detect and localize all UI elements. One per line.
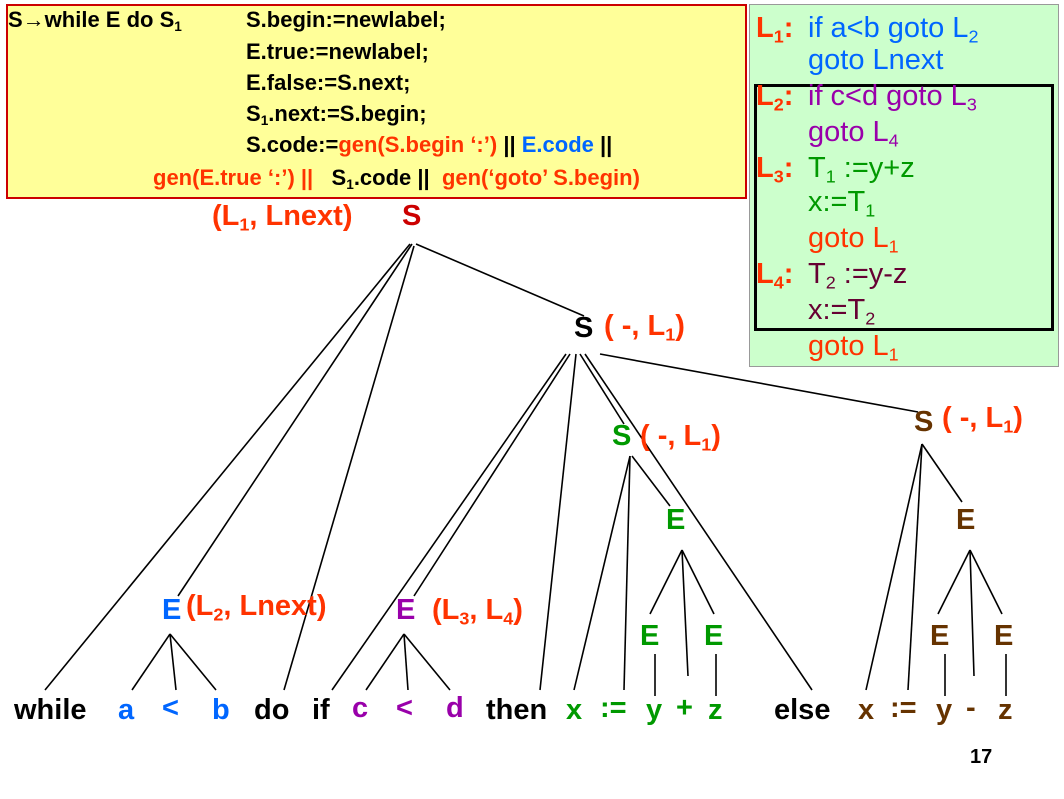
rule-head: S→while E do S1 — [8, 7, 182, 35]
edge — [584, 353, 813, 691]
token-a: a — [118, 694, 135, 726]
edge — [365, 633, 405, 691]
root-attributes: (L1, Lnext) — [212, 200, 353, 235]
code-label-L2: L2: — [756, 80, 794, 115]
edge — [415, 243, 585, 317]
edge — [169, 633, 217, 691]
token-assign: := — [890, 692, 917, 724]
token-b: b — [212, 694, 230, 726]
code-line-7: goto L1 — [808, 222, 899, 257]
node-s1-attributes: ( -, L1) — [604, 310, 685, 345]
edge — [177, 243, 413, 597]
edge — [937, 549, 971, 615]
code-line-5: T1 :=y+z — [808, 152, 915, 187]
node-s2-attributes: ( -, L1) — [640, 420, 721, 455]
rule-line-2: E.true:=newlabel; — [246, 39, 429, 64]
token-x: x — [858, 694, 875, 726]
node-e1-attributes: (L2, Lnext) — [186, 590, 327, 625]
node-e4: E — [956, 504, 976, 536]
edge — [169, 633, 177, 691]
code-label-L3: L3: — [756, 152, 794, 187]
code-line-8: T2 :=y-z — [808, 258, 908, 293]
token-lt: < — [396, 692, 413, 724]
edge — [865, 443, 923, 691]
root-node: S — [402, 200, 422, 232]
token-z: z — [998, 694, 1013, 726]
edge — [623, 455, 631, 691]
node-e3: E — [666, 504, 686, 536]
edge — [579, 353, 625, 425]
token-y: y — [936, 694, 953, 726]
rule-line-4: S1.next:=S.begin; — [246, 101, 427, 129]
edge — [44, 243, 411, 691]
edge — [331, 353, 567, 691]
code-line-6: x:=T1 — [808, 186, 876, 221]
node-e4-left: E — [930, 620, 950, 652]
node-e2-attributes: (L3, L4) — [432, 594, 523, 629]
code-label-L1: L1: — [756, 12, 794, 47]
edge — [907, 443, 923, 691]
node-e3-right: E — [704, 620, 724, 652]
edge — [283, 245, 415, 691]
code-label-L4: L4: — [756, 258, 794, 293]
edge — [403, 633, 451, 691]
code-line-3: if c<d goto L3 — [808, 80, 977, 115]
node-e1: E — [162, 594, 182, 626]
token-lt: < — [162, 692, 179, 724]
code-line-10: goto L1 — [808, 330, 899, 365]
node-e2: E — [396, 594, 416, 626]
token-then: then — [486, 694, 548, 726]
token-z: z — [708, 694, 723, 726]
code-line-2: goto Lnext — [808, 44, 944, 76]
node-e4-right: E — [994, 620, 1014, 652]
semantic-rule-box — [6, 4, 747, 199]
code-line-4: goto L4 — [808, 116, 899, 151]
edge — [681, 549, 689, 677]
code-line-1: if a<b goto L2 — [808, 12, 979, 47]
token-c: c — [352, 692, 369, 724]
token-minus: - — [966, 692, 976, 724]
page-number: 17 — [970, 746, 993, 768]
rule-line-1: S.begin:=newlabel; — [246, 7, 446, 32]
rule-line-6: gen(E.true ‘:’) || S1.code || gen(‘goto’… — [153, 165, 640, 193]
token-assign: := — [600, 692, 627, 724]
node-e3-left: E — [640, 620, 660, 652]
rule-line-3: E.false:=S.next; — [246, 70, 411, 95]
edge — [631, 455, 671, 507]
edge — [403, 633, 409, 691]
node-s3: S — [914, 406, 934, 438]
node-s3-attributes: ( -, L1) — [942, 402, 1023, 437]
token-else: else — [774, 694, 831, 726]
edge — [921, 443, 963, 503]
token-do: do — [254, 694, 290, 726]
edge — [573, 455, 631, 691]
edge — [649, 549, 683, 615]
token-while: while — [14, 694, 87, 726]
generated-code-box — [749, 4, 1059, 367]
edge — [413, 353, 571, 597]
token-y: y — [646, 694, 663, 726]
highlight-frame — [754, 84, 1054, 331]
token-d: d — [446, 692, 464, 724]
edge — [539, 353, 577, 691]
edge — [969, 549, 975, 677]
code-line-9: x:=T2 — [808, 294, 876, 329]
token-x: x — [566, 694, 583, 726]
token-if: if — [312, 694, 330, 726]
edge — [599, 353, 919, 413]
token-plus: + — [676, 692, 693, 724]
rule-line-5: S.code:=gen(S.begin ‘:’) || E.code || — [246, 132, 613, 157]
node-s2: S — [612, 420, 632, 452]
edge — [681, 549, 715, 615]
edge — [131, 633, 171, 691]
node-s1: S — [574, 312, 594, 344]
edge — [969, 549, 1003, 615]
